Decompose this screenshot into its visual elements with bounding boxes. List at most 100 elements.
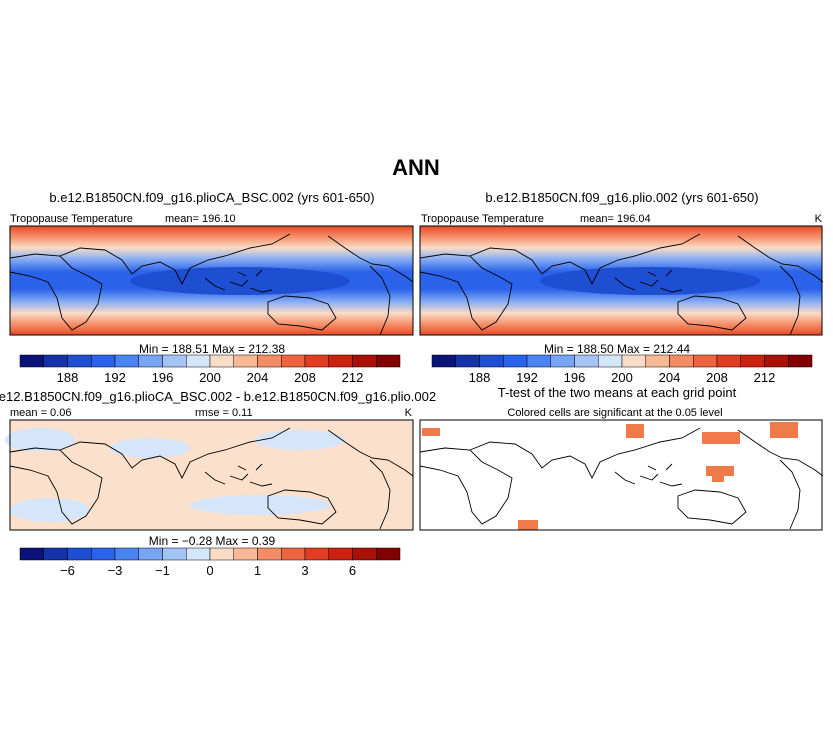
colorbar-box bbox=[162, 547, 187, 561]
colorbar-box bbox=[479, 354, 504, 368]
figure-title: ANN bbox=[392, 155, 440, 180]
min-max-label: Min = 188.51 Max = 212.38 bbox=[139, 342, 285, 356]
variable-label: Tropopause Temperature bbox=[421, 213, 544, 225]
map-field-patch bbox=[190, 495, 330, 515]
colorbar-box bbox=[67, 354, 92, 368]
colorbar-box bbox=[455, 354, 480, 368]
colorbar-box bbox=[281, 547, 306, 561]
colorbar-box bbox=[764, 354, 789, 368]
colorbar-box bbox=[645, 354, 670, 368]
colorbar-box bbox=[352, 354, 377, 368]
colorbar-box bbox=[281, 354, 306, 368]
colorbar-box bbox=[621, 354, 646, 368]
colorbar-label: 188 bbox=[57, 370, 79, 385]
panel-title: b.e12.B1850CN.f09_g16.plioCA_BSC.002 (yr… bbox=[49, 190, 374, 205]
colorbar-label: 0 bbox=[206, 563, 213, 578]
colorbar-label: 3 bbox=[301, 563, 308, 578]
colorbar-box bbox=[693, 354, 718, 368]
colorbar-box bbox=[526, 354, 551, 368]
colorbar-box bbox=[598, 354, 623, 368]
map-frame bbox=[9, 419, 414, 531]
map-field bbox=[420, 420, 822, 530]
colorbar-box bbox=[352, 547, 377, 561]
min-max-label: Min = −0.28 Max = 0.39 bbox=[149, 534, 276, 548]
colorbar-box bbox=[257, 547, 282, 561]
colorbar-label: 204 bbox=[659, 370, 681, 385]
colorbar-box bbox=[19, 547, 44, 561]
colorbar-box bbox=[186, 547, 211, 561]
map bbox=[419, 419, 824, 531]
colorbar-box bbox=[43, 354, 68, 368]
colorbar-label: 6 bbox=[349, 563, 356, 578]
colorbar-box bbox=[19, 354, 44, 368]
map bbox=[5, 419, 414, 531]
colorbar-box bbox=[43, 547, 68, 561]
colorbar-label: −1 bbox=[155, 563, 170, 578]
colorbar-label: 200 bbox=[611, 370, 633, 385]
colorbar-label: 188 bbox=[469, 370, 491, 385]
colorbar-box bbox=[91, 547, 116, 561]
mean-label: mean = 0.06 bbox=[10, 407, 71, 419]
panel-title: T-test of the two means at each grid poi… bbox=[498, 385, 737, 400]
colorbar-box bbox=[186, 354, 211, 368]
colorbar-box bbox=[376, 547, 401, 561]
colorbar-label: 212 bbox=[754, 370, 776, 385]
map-field-patch bbox=[110, 438, 190, 458]
colorbar-label: 208 bbox=[706, 370, 728, 385]
colorbar-box bbox=[138, 354, 163, 368]
colorbar-label: 196 bbox=[152, 370, 174, 385]
colorbar: 188 192 196 200 204 208 212 bbox=[19, 354, 401, 385]
units-label: K bbox=[815, 213, 823, 225]
colorbar-box bbox=[503, 354, 528, 368]
colorbar-label: 204 bbox=[247, 370, 269, 385]
variable-label: Tropopause Temperature bbox=[10, 213, 133, 225]
colorbar-label: 1 bbox=[254, 563, 261, 578]
colorbar-box bbox=[304, 354, 329, 368]
rmse-label: rmse = 0.11 bbox=[195, 407, 253, 419]
map-frame bbox=[419, 419, 823, 531]
map-frame bbox=[419, 225, 823, 336]
colorbar-box bbox=[257, 354, 282, 368]
map-field-patch bbox=[5, 428, 75, 452]
colorbar-label: 212 bbox=[342, 370, 364, 385]
colorbar-box bbox=[233, 354, 258, 368]
colorbar-box bbox=[114, 547, 139, 561]
map-field-patch bbox=[10, 498, 90, 522]
units-label: K bbox=[405, 407, 413, 419]
mean-label: mean= 196.10 bbox=[165, 213, 236, 225]
map-field-core bbox=[130, 267, 350, 295]
colorbar-box bbox=[431, 354, 456, 368]
map bbox=[419, 225, 824, 336]
colorbar-box bbox=[574, 354, 599, 368]
colorbar-box bbox=[162, 354, 187, 368]
colorbar-label: 192 bbox=[516, 370, 538, 385]
colorbar-box bbox=[304, 547, 329, 561]
colorbar-box bbox=[550, 354, 575, 368]
colorbar-box bbox=[209, 354, 234, 368]
significant-cells bbox=[422, 422, 798, 530]
colorbar-label: 200 bbox=[199, 370, 221, 385]
colorbar-box bbox=[328, 547, 353, 561]
colorbar-box bbox=[91, 354, 116, 368]
colorbar-box bbox=[788, 354, 813, 368]
map-frame bbox=[9, 225, 414, 336]
colorbar-label: −3 bbox=[108, 563, 123, 578]
colorbar-box bbox=[114, 354, 139, 368]
colorbar-box bbox=[716, 354, 741, 368]
colorbar-box bbox=[138, 547, 163, 561]
colorbar-label: −6 bbox=[60, 563, 75, 578]
colorbar-box bbox=[376, 354, 401, 368]
mean-label: mean= 196.04 bbox=[580, 213, 651, 225]
map-field-core bbox=[540, 267, 760, 295]
colorbar-box bbox=[669, 354, 694, 368]
colorbar-box bbox=[233, 547, 258, 561]
map bbox=[9, 225, 414, 336]
colorbar-box bbox=[740, 354, 765, 368]
colorbar: 188 192 196 200 204 208 212 bbox=[431, 354, 813, 385]
min-max-label: Min = 188.50 Max = 212.44 bbox=[544, 342, 690, 356]
panel-subtitle: Colored cells are significant at the 0.0… bbox=[507, 407, 722, 419]
colorbar-box bbox=[67, 547, 92, 561]
colorbar-label: 192 bbox=[104, 370, 126, 385]
colorbar-label: 196 bbox=[564, 370, 586, 385]
